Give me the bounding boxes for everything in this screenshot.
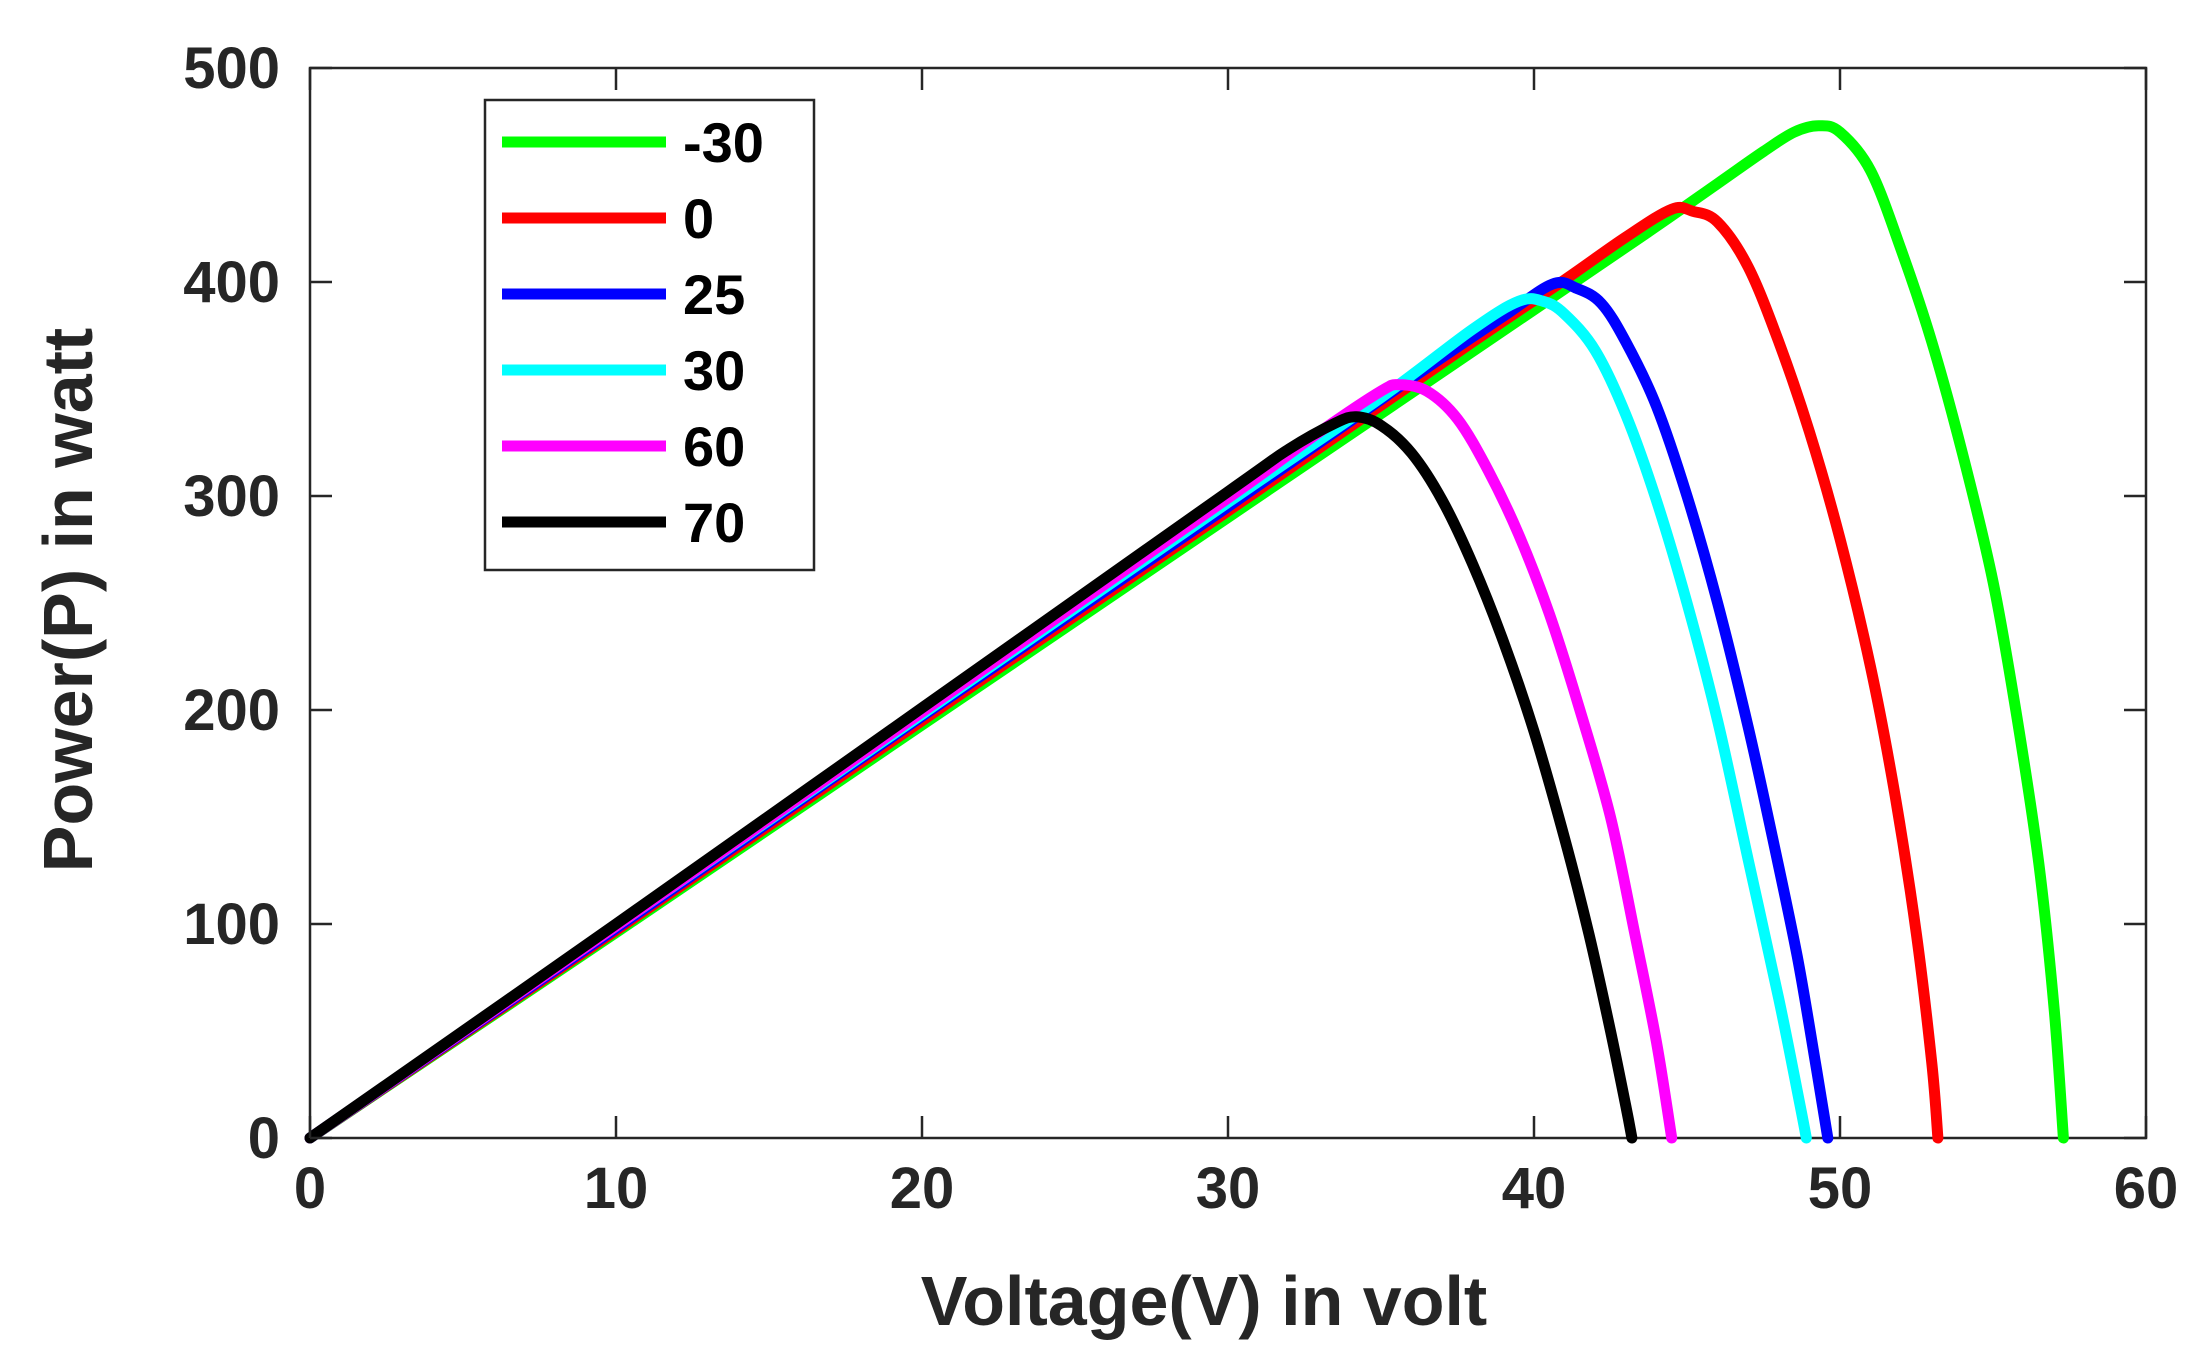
legend-box bbox=[483, 98, 816, 572]
series-layer bbox=[304, 120, 2069, 1144]
x-tick-label: 50 bbox=[1808, 1156, 1873, 1221]
y-tick-label: 500 bbox=[183, 36, 280, 101]
series-line-70 bbox=[304, 411, 1638, 1144]
legend-label: 25 bbox=[683, 263, 745, 326]
legend-label: 60 bbox=[683, 415, 745, 478]
y-tick-label: 200 bbox=[183, 678, 280, 743]
legend-label: 30 bbox=[683, 339, 745, 402]
x-axis-title: Voltage(V) in volt bbox=[921, 1262, 1488, 1340]
y-tick-label: 400 bbox=[183, 250, 280, 315]
x-tick-label: 40 bbox=[1502, 1156, 1567, 1221]
legend-label: -30 bbox=[683, 111, 764, 174]
x-tick-label: 0 bbox=[294, 1156, 326, 1221]
y-tick-label: 100 bbox=[183, 892, 280, 957]
ticks-layer bbox=[308, 66, 2148, 1140]
x-tick-label: 10 bbox=[584, 1156, 649, 1221]
y-tick-label: 0 bbox=[248, 1106, 280, 1171]
y-tick-label: 300 bbox=[183, 464, 280, 529]
x-tick-label: 30 bbox=[1196, 1156, 1261, 1221]
legend-label: 70 bbox=[683, 491, 745, 554]
legend: -30 0 25 30 60 70 bbox=[483, 98, 816, 572]
y-axis-title: Power(P) in watt bbox=[29, 328, 107, 872]
legend-entries: -30 0 25 30 60 70 bbox=[502, 111, 764, 554]
x-tick-label: 20 bbox=[890, 1156, 955, 1221]
x-tick-label: 60 bbox=[2114, 1156, 2179, 1221]
legend-label: 0 bbox=[683, 187, 714, 250]
